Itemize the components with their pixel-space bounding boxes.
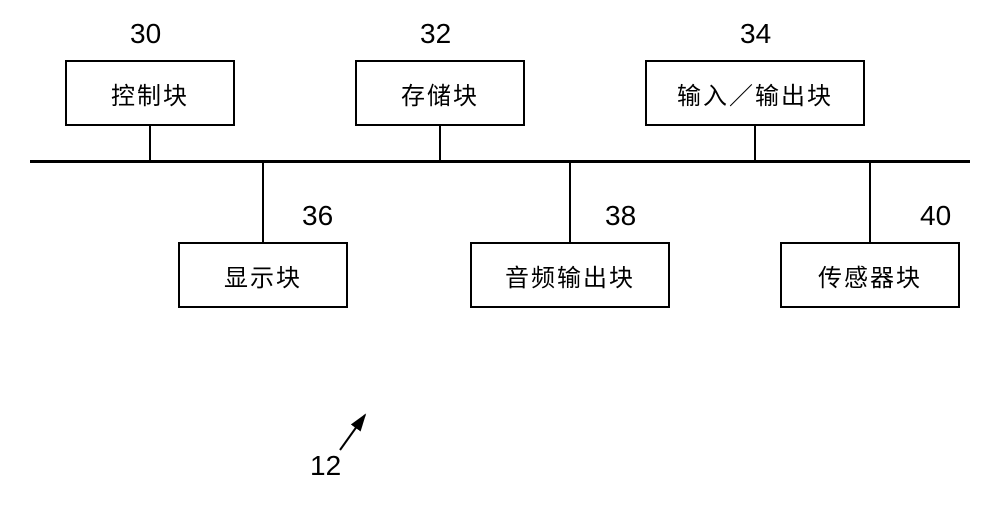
- block-label: 音频输出块: [505, 258, 635, 293]
- block-display: 显示块: [178, 242, 348, 308]
- block-audio-out: 音频输出块: [470, 242, 670, 308]
- connector-34: [754, 126, 756, 160]
- block-label: 输入／输出块: [677, 76, 833, 111]
- block-storage: 存储块: [355, 60, 525, 126]
- connector-40: [869, 163, 871, 242]
- ref-38: 38: [605, 200, 636, 232]
- ref-34: 34: [740, 18, 771, 50]
- ref-36: 36: [302, 200, 333, 232]
- block-io: 输入／输出块: [645, 60, 865, 126]
- block-control: 控制块: [65, 60, 235, 126]
- ref-32: 32: [420, 18, 451, 50]
- connector-38: [569, 163, 571, 242]
- ref-30: 30: [130, 18, 161, 50]
- block-label: 存储块: [401, 76, 479, 111]
- connector-32: [439, 126, 441, 160]
- block-label: 传感器块: [818, 258, 922, 293]
- connector-30: [149, 126, 151, 160]
- block-label: 控制块: [111, 76, 189, 111]
- figure-ref-arrow: [340, 415, 365, 450]
- bus-line: [30, 160, 970, 163]
- block-label: 显示块: [224, 258, 302, 293]
- block-sensor: 传感器块: [780, 242, 960, 308]
- ref-40: 40: [920, 200, 951, 232]
- ref-12: 12: [310, 450, 341, 482]
- connector-36: [262, 163, 264, 242]
- diagram-canvas: 30 控制块 32 存储块 34 输入／输出块 36 显示块 38 音频输出块 …: [0, 0, 1000, 514]
